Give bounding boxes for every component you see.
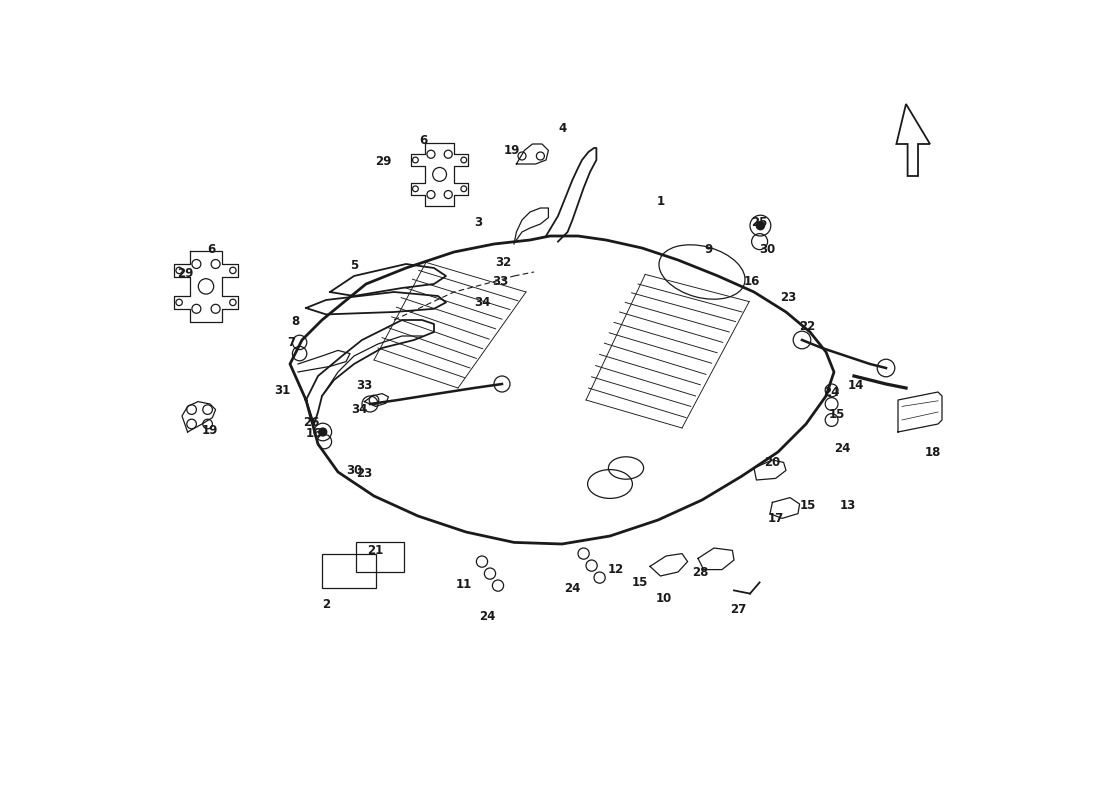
Text: 10: 10 [656,592,672,605]
Text: 29: 29 [177,267,194,280]
Text: 27: 27 [730,603,746,616]
Text: 28: 28 [692,566,708,578]
Circle shape [756,221,766,230]
Text: 4: 4 [559,122,566,134]
Text: 14: 14 [847,379,864,392]
Text: 15: 15 [631,576,648,589]
Text: 34: 34 [474,296,491,309]
Text: 24: 24 [834,442,850,454]
Text: 13: 13 [839,499,856,512]
Text: 11: 11 [455,578,472,590]
Text: 16: 16 [744,275,760,288]
Text: 16: 16 [306,427,322,440]
Text: 12: 12 [607,563,624,576]
Circle shape [319,428,327,436]
Text: 33: 33 [356,379,373,392]
Text: 5: 5 [350,259,359,272]
Text: 31: 31 [274,384,290,397]
Text: 3: 3 [474,216,482,229]
Text: 25: 25 [751,216,768,229]
Text: 33: 33 [493,275,508,288]
Text: 23: 23 [356,467,373,480]
Text: 6: 6 [208,243,216,256]
Text: 2: 2 [322,598,330,610]
Text: 19: 19 [201,424,218,437]
Text: 34: 34 [351,403,367,416]
Text: 24: 24 [564,582,581,594]
Text: 26: 26 [304,416,320,429]
Text: 17: 17 [768,512,783,525]
Text: 15: 15 [800,499,816,512]
Text: 19: 19 [504,144,520,157]
Text: 7: 7 [287,336,296,349]
Text: 22: 22 [800,320,816,333]
Text: 20: 20 [764,456,781,469]
Text: 24: 24 [480,610,496,622]
Text: 8: 8 [292,315,299,328]
Text: 30: 30 [345,464,362,477]
Text: 32: 32 [495,256,512,269]
Text: 24: 24 [824,386,839,398]
Text: 6: 6 [419,134,428,146]
Text: 21: 21 [367,544,384,557]
Text: 9: 9 [704,243,713,256]
Text: 23: 23 [780,291,796,304]
Text: 1: 1 [657,195,664,208]
Text: 29: 29 [375,155,392,168]
Text: 30: 30 [759,243,775,256]
Bar [322,554,376,588]
Bar [356,542,405,572]
Text: 18: 18 [924,446,940,458]
Text: 15: 15 [828,408,845,421]
